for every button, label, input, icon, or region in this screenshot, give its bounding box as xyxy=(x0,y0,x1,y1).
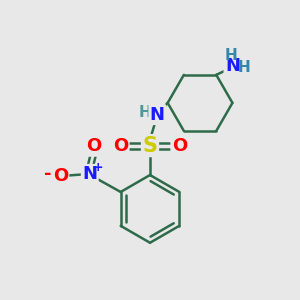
Text: N: N xyxy=(82,165,97,183)
Text: S: S xyxy=(142,136,158,156)
Text: +: + xyxy=(93,161,103,174)
Text: O: O xyxy=(172,136,187,154)
Text: H: H xyxy=(139,105,152,120)
Text: -: - xyxy=(44,165,52,183)
Text: H: H xyxy=(225,48,237,63)
Text: N: N xyxy=(225,57,240,75)
Text: H: H xyxy=(237,60,250,75)
Text: O: O xyxy=(113,136,128,154)
Text: O: O xyxy=(87,137,102,155)
Text: N: N xyxy=(150,106,165,124)
Text: O: O xyxy=(53,167,68,185)
